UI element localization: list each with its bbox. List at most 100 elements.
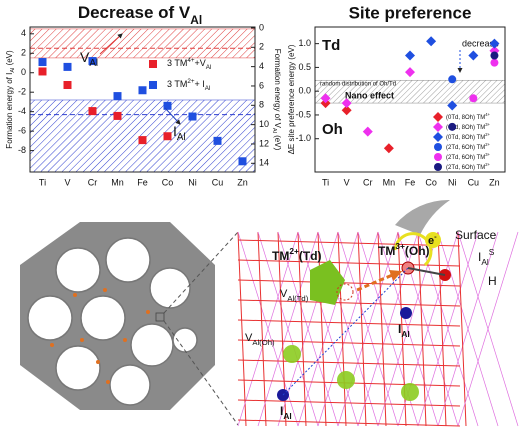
data-point: [188, 112, 197, 121]
electron-label: e-: [428, 232, 437, 247]
legend-marker: [434, 153, 442, 161]
x-tick-label: Mn: [111, 177, 124, 187]
lattice-bond: [457, 231, 467, 427]
interstitial-label-part: I: [280, 404, 283, 418]
legend-label-part: 2+: [485, 132, 490, 137]
legend-label-part: 2+: [485, 142, 490, 147]
data-point: [63, 81, 72, 89]
y-tick-label: 4: [21, 28, 26, 38]
x-tick-label: Fe: [137, 177, 148, 187]
annotation: IAl: [173, 123, 186, 143]
annotation-part: Al: [89, 58, 98, 69]
tm-td-label: TM2+(Td): [272, 246, 322, 263]
legend-marker: [433, 122, 443, 132]
panel: [238, 232, 460, 426]
data-point: [213, 136, 222, 145]
y-tick-label: -2: [18, 87, 26, 97]
y2-axis-label-part: (eV): [273, 133, 282, 151]
vacancy-oh-label-part: Al(Oh): [252, 338, 275, 347]
data-point: [163, 101, 172, 110]
y-axis-label-part: (eV): [5, 50, 14, 68]
x-tick-label: Cu: [212, 177, 224, 187]
data-point: [362, 126, 373, 137]
legend-label-part: Al: [205, 85, 211, 92]
x-tick-label: Cr: [88, 177, 98, 187]
data-point: [490, 51, 499, 60]
y-axis-label-part: Al: [10, 68, 16, 73]
lattice-bond: [357, 231, 367, 427]
annotation: Oh: [322, 121, 343, 138]
legend-label: (2Td, 6Oh) TM2+: [446, 162, 491, 171]
y2-tick-label: 0: [259, 22, 264, 32]
vacancy-oh-label-part: V: [245, 332, 253, 344]
chart-title: Site preference: [349, 3, 472, 22]
legend-marker: [433, 132, 443, 142]
x-tick-label: Fe: [405, 177, 416, 187]
y-tick-label: 0.0: [298, 86, 311, 96]
data-point: [88, 57, 97, 66]
data-point: [426, 36, 437, 47]
data-point: [383, 143, 394, 154]
hydrogen-label: H: [488, 274, 497, 288]
chart-title-part: Al: [190, 13, 202, 27]
tm-td-label-part: 2+: [289, 246, 299, 256]
annotation: random distribution of Oh/Td: [320, 82, 396, 88]
interstitial-label-part: Al: [283, 411, 291, 421]
legend-label-part: 3 TM: [167, 58, 187, 68]
vacancy-td: [336, 283, 354, 301]
interstitial-label-part: Al: [401, 329, 409, 339]
annotation: Td: [322, 37, 340, 54]
data-point: [405, 67, 415, 78]
lattice-bond: [417, 231, 427, 427]
x-tick-label: Ni: [188, 177, 197, 187]
legend-label-part: 4+: [485, 112, 490, 117]
lattice-bond: [257, 231, 267, 427]
tm-site: [401, 383, 419, 401]
vacancy-oh-label: VAl(Oh): [245, 332, 275, 347]
x-tick-label: Ti: [39, 177, 46, 187]
data-point: [63, 62, 72, 71]
annotation-part: I: [173, 123, 177, 139]
y2-tick-label: 2: [259, 42, 264, 52]
legend-label: (0Td, 8Oh) TM3+: [446, 122, 491, 131]
data-point: [341, 105, 352, 116]
lattice-bond: [377, 231, 387, 427]
vacancy-td-label-part: V: [280, 288, 288, 300]
tm-site: [337, 371, 355, 389]
legend-marker: [149, 60, 157, 68]
plot-frame: [29, 26, 256, 173]
y-tick-label: -1.0: [295, 133, 311, 143]
data-point: [88, 107, 97, 116]
data-point: [468, 50, 479, 61]
x-tick-label: V: [64, 177, 70, 187]
migration-arrow: [356, 269, 403, 292]
tm-site: [283, 345, 301, 363]
vacancy-td-label: VAl(Td): [280, 288, 309, 303]
data-point: [448, 122, 457, 131]
tm-oh-label-part: 3+: [395, 241, 405, 251]
data-point: [489, 38, 500, 49]
chart-title: Decrease of VAl: [78, 3, 202, 27]
interstitial-label-part: I: [398, 322, 401, 336]
legend-label-part: 3+: [485, 122, 490, 127]
data-point: [490, 58, 499, 67]
x-tick-label: Co: [425, 177, 437, 187]
legend-label-part: 4+: [187, 57, 195, 64]
y-tick-label: -0.5: [295, 109, 311, 119]
data-point: [405, 50, 415, 61]
tm-oh-label-part: (Oh): [405, 244, 430, 258]
y-tick-label: -8: [18, 145, 26, 155]
annotation-part: V: [80, 49, 90, 65]
data-point: [469, 94, 478, 103]
y-tick-label: -6: [18, 126, 26, 136]
y2-axis-label-part: Formation energy of V: [273, 49, 282, 129]
particle: [20, 222, 239, 426]
electron-label-part: e: [428, 235, 434, 247]
y-axis-label-part: Formation energy of I: [5, 73, 14, 149]
tm-oh-label-part: TM: [378, 244, 395, 258]
legend-marker: [149, 81, 157, 89]
legend-label: 3 TM4++VAl: [167, 57, 211, 71]
lattice-bond: [237, 319, 461, 327]
lattice-bond: [317, 231, 327, 427]
